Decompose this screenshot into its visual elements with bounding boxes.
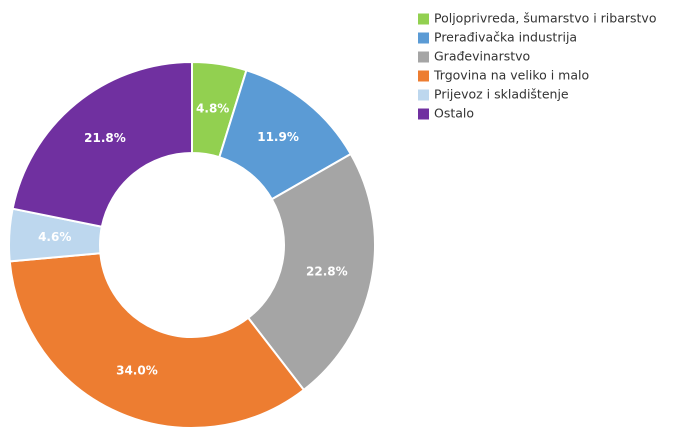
legend-label: Ostalo <box>434 106 474 121</box>
legend-label: Prijevoz i skladištenje <box>434 87 569 102</box>
legend-label: Prerađivačka industrija <box>434 30 577 45</box>
legend-label: Poljoprivreda, šumarstvo i ribarstvo <box>434 11 656 26</box>
legend-swatch <box>418 70 429 82</box>
donut-segment <box>8 252 306 429</box>
data-label: 4.8% <box>196 102 229 116</box>
legend-swatch <box>418 51 429 63</box>
legend-label: Trgovina na veliko i malo <box>433 68 589 83</box>
data-label: 21.8% <box>84 131 126 145</box>
legend-label: Građevinarstvo <box>434 49 530 64</box>
donut-segment <box>11 60 193 228</box>
legend-swatch <box>418 108 429 120</box>
data-label: 34.0% <box>116 363 158 377</box>
legend-swatch <box>418 89 429 101</box>
legend-swatch <box>418 32 429 44</box>
data-label: 11.9% <box>257 130 299 144</box>
data-label: 22.8% <box>306 264 348 278</box>
data-label: 4.6% <box>38 230 71 244</box>
donut-segment <box>246 152 376 392</box>
legend-swatch <box>418 13 429 25</box>
